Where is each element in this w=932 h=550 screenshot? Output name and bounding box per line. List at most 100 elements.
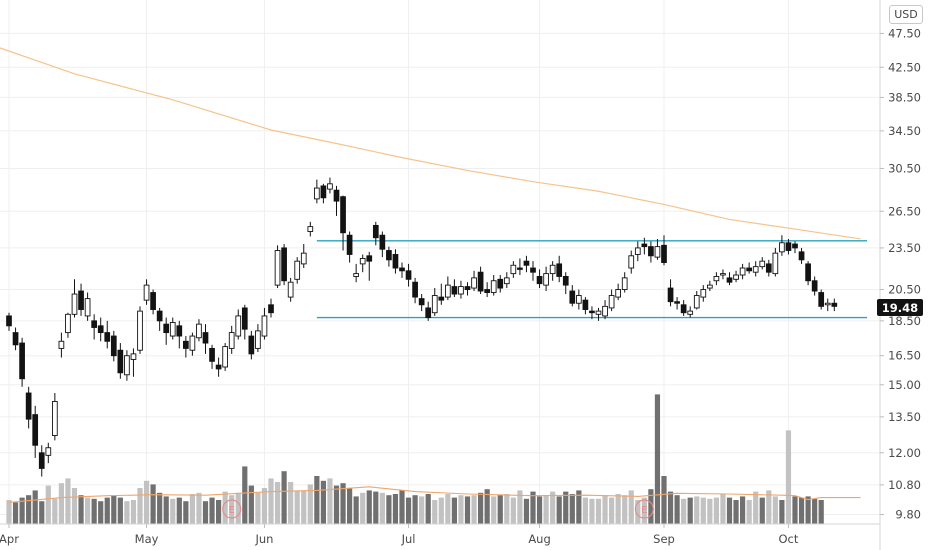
candle[interactable] <box>320 183 327 204</box>
candle[interactable] <box>255 324 261 353</box>
candle[interactable] <box>667 279 674 307</box>
candle[interactable] <box>569 285 576 307</box>
candle[interactable] <box>517 258 523 276</box>
candle[interactable] <box>156 307 163 331</box>
candle[interactable] <box>831 298 838 312</box>
candle[interactable] <box>228 325 235 354</box>
candle[interactable] <box>602 300 608 320</box>
candle[interactable] <box>117 343 124 379</box>
candle[interactable] <box>752 261 759 277</box>
candle[interactable] <box>340 195 346 251</box>
candle[interactable] <box>78 283 84 316</box>
candle[interactable] <box>582 297 589 315</box>
candle[interactable] <box>294 257 301 284</box>
candle[interactable] <box>464 282 471 296</box>
candle[interactable] <box>772 247 779 277</box>
candle[interactable] <box>543 266 549 292</box>
candle[interactable] <box>726 272 733 286</box>
candle[interactable] <box>438 283 445 305</box>
candle[interactable] <box>824 298 831 312</box>
candle[interactable] <box>510 261 517 278</box>
currency-button[interactable]: USD <box>889 5 923 24</box>
candle[interactable] <box>811 276 818 296</box>
candle[interactable] <box>314 179 320 204</box>
candle[interactable] <box>58 332 65 358</box>
candle[interactable] <box>359 254 366 273</box>
candle[interactable] <box>497 275 504 293</box>
candle[interactable] <box>287 277 294 302</box>
candle[interactable] <box>759 257 766 270</box>
earnings-marker[interactable] <box>634 499 654 519</box>
candle[interactable] <box>549 261 556 281</box>
candle[interactable] <box>65 312 71 338</box>
candle[interactable] <box>235 309 242 340</box>
candle[interactable] <box>615 283 622 301</box>
candle[interactable] <box>150 289 156 315</box>
candle[interactable] <box>25 386 32 429</box>
candle[interactable] <box>19 337 25 387</box>
candle[interactable] <box>805 261 811 286</box>
candle[interactable] <box>222 343 229 371</box>
candle[interactable] <box>91 314 98 340</box>
candle[interactable] <box>45 442 52 464</box>
candle[interactable] <box>366 251 373 281</box>
candle[interactable] <box>595 307 602 321</box>
candle[interactable] <box>300 244 307 269</box>
candle[interactable] <box>608 289 615 312</box>
candle[interactable] <box>425 301 432 321</box>
candle[interactable] <box>209 344 215 369</box>
candle[interactable] <box>562 272 569 295</box>
candle[interactable] <box>281 244 287 286</box>
candle[interactable] <box>576 289 582 310</box>
candle[interactable] <box>248 330 255 360</box>
candle[interactable] <box>143 279 150 305</box>
candle[interactable] <box>687 306 694 318</box>
candle[interactable] <box>674 297 680 310</box>
candle[interactable] <box>661 235 667 266</box>
time-axis[interactable]: Apr May Jun Jul Aug Sep Oct <box>0 523 880 546</box>
candle[interactable] <box>196 319 202 342</box>
candle[interactable] <box>458 280 464 299</box>
price-axis[interactable]: 47.50 42.50 38.50 34.50 30.50 26.50 23.50 20.50… <box>879 0 921 550</box>
candle[interactable] <box>274 245 281 289</box>
earnings-marker[interactable] <box>222 499 242 519</box>
candle[interactable] <box>268 298 274 318</box>
candle[interactable] <box>700 285 707 302</box>
candle[interactable] <box>130 348 137 377</box>
candle[interactable] <box>163 317 170 345</box>
candle[interactable] <box>327 177 333 194</box>
candle[interactable] <box>733 270 739 283</box>
candle[interactable] <box>97 317 104 342</box>
candle[interactable] <box>104 320 111 349</box>
candle[interactable] <box>720 269 726 280</box>
candle[interactable] <box>353 263 360 283</box>
candle[interactable] <box>418 294 425 312</box>
candle[interactable] <box>189 332 196 356</box>
candle[interactable] <box>680 300 687 316</box>
candle[interactable] <box>202 324 209 354</box>
candle[interactable] <box>6 312 12 331</box>
candle[interactable] <box>530 261 536 281</box>
candle[interactable] <box>477 266 484 295</box>
candle[interactable] <box>84 292 91 321</box>
support-resistance-lines[interactable] <box>316 240 868 319</box>
candle[interactable] <box>399 262 405 278</box>
candle[interactable] <box>621 272 628 293</box>
candle[interactable] <box>713 272 720 286</box>
candle[interactable] <box>372 221 379 246</box>
candle[interactable] <box>641 237 648 255</box>
candle[interactable] <box>110 330 117 362</box>
candle[interactable] <box>556 255 563 283</box>
candle[interactable] <box>654 238 661 260</box>
candle[interactable] <box>628 250 635 274</box>
candle[interactable] <box>261 307 268 340</box>
candle[interactable] <box>779 235 785 256</box>
candle[interactable] <box>484 282 491 298</box>
candle[interactable] <box>182 336 189 358</box>
candle[interactable] <box>32 405 39 458</box>
candle[interactable] <box>471 270 477 292</box>
candle[interactable] <box>490 275 497 296</box>
candlesticks[interactable] <box>6 177 838 477</box>
candle[interactable] <box>451 279 458 298</box>
